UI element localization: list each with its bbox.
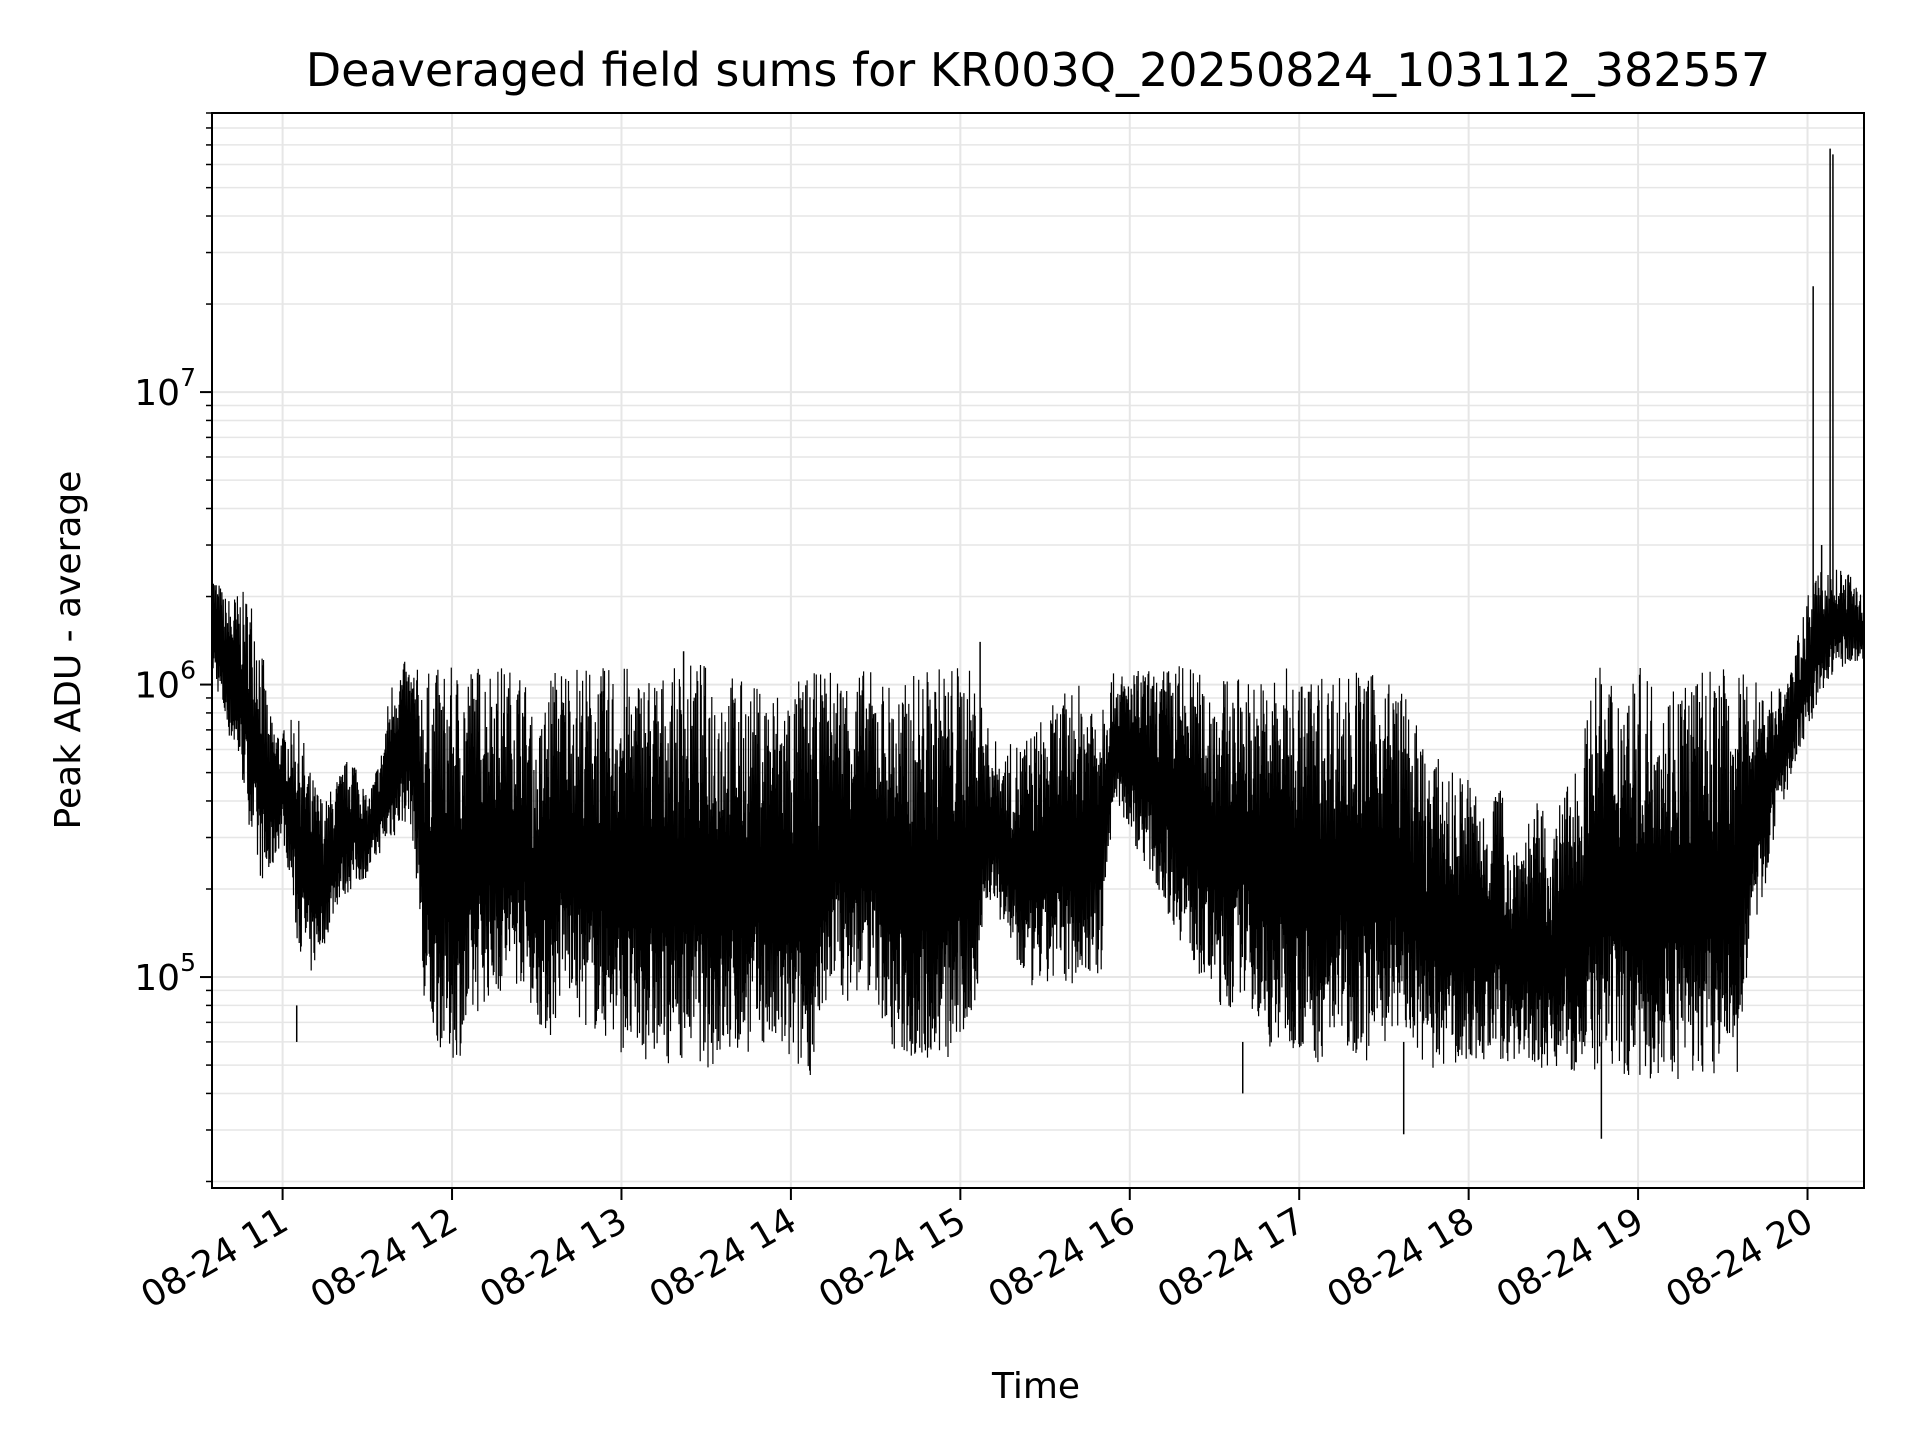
y-tick-base: 10 <box>134 666 180 707</box>
chart-title: Deaveraged field sums for KR003Q_2025082… <box>306 43 1771 97</box>
y-tick-base: 10 <box>134 373 180 414</box>
series-line-group <box>211 148 1865 1139</box>
x-axis-label: Time <box>991 1366 1080 1407</box>
plot-frame <box>211 112 1865 1189</box>
y-tick-label: 10 <box>134 958 180 999</box>
y-tick-label: 10 <box>134 373 180 414</box>
y-axis-label: Peak ADU - average <box>48 471 89 830</box>
y-tick-exponent: 7 <box>180 363 196 392</box>
series-line <box>211 569 1865 1080</box>
y-tick-exponent: 6 <box>180 656 196 685</box>
y-tick-label: 10 <box>134 666 180 707</box>
y-tick-exponent: 5 <box>180 948 196 977</box>
y-tick-base: 10 <box>134 958 180 999</box>
